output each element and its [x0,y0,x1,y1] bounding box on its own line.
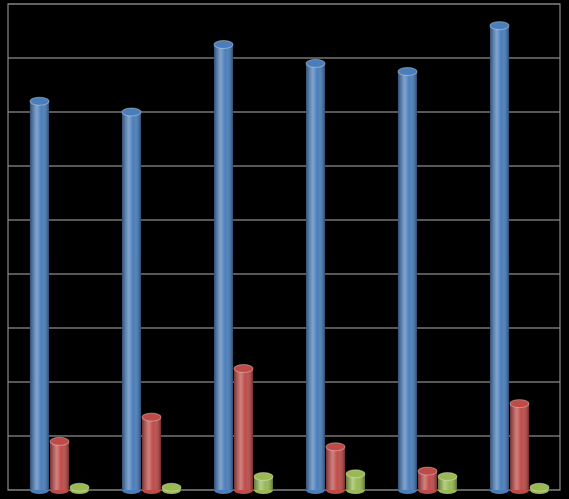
bar-cap [305,58,326,68]
bar-cap [345,469,366,479]
bar-shade [142,417,161,490]
bar-shade [490,25,509,490]
bar-cap [437,472,458,481]
bar-cap [417,466,438,476]
bar-shade [398,71,417,490]
bar-cap [325,442,346,452]
bar-shade [346,473,365,490]
bar-shade [234,368,253,490]
bar-cap [397,67,418,76]
bar-shade [510,403,529,490]
plot-frame [7,3,561,491]
bar-cap [161,482,182,492]
bar-shade [326,446,345,490]
bar-shade [50,441,69,490]
bar-cap [253,472,274,481]
bar-cap [509,399,530,409]
bar-cap [233,364,254,373]
bar-shade [122,112,141,490]
bar-shade [30,101,49,490]
bar-cap [489,21,510,31]
bar-cap [529,482,550,492]
bar-cap [29,96,50,106]
bar-cap [141,412,162,422]
bar-cap [49,436,70,446]
bar-cap [69,482,90,492]
bar-shade [306,63,325,491]
bar-shade [214,44,233,490]
bar-cap [213,40,234,49]
bar-shade [418,471,437,490]
bar-cap [121,107,142,117]
